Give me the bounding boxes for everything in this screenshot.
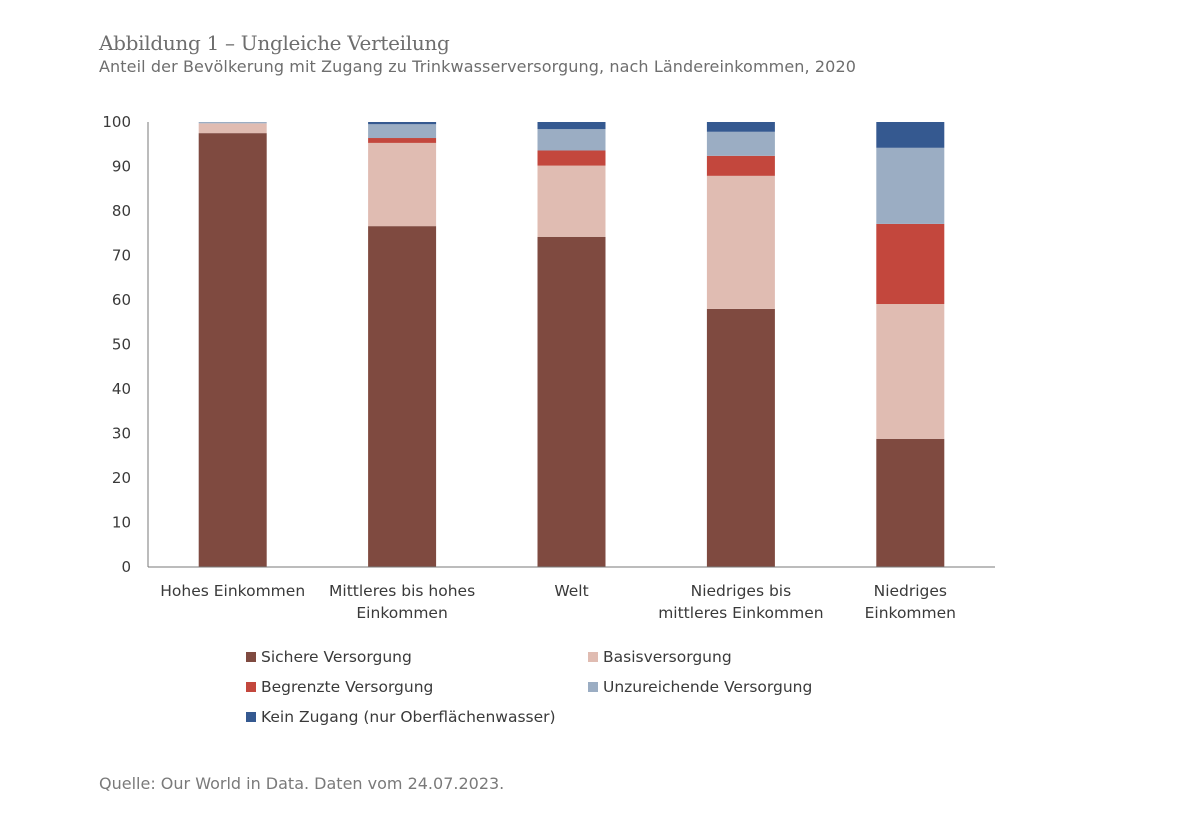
x-tick-label: Niedriges [874, 582, 947, 600]
bar-segment [537, 165, 606, 237]
bar-segment [368, 138, 437, 143]
bar-segment [706, 155, 775, 176]
legend-swatch [246, 682, 256, 692]
y-axis-ticks: 0 10 20 30 40 50 60 70 80 90 100 [102, 113, 131, 576]
bar-segment [537, 122, 606, 130]
legend-swatch [588, 682, 598, 692]
y-tick-label: 70 [112, 247, 131, 265]
x-tick-label: Einkommen [356, 604, 447, 622]
bar-segment [537, 236, 606, 567]
legend-item: Basisversorgung [588, 648, 732, 666]
bar-segment [706, 122, 775, 132]
y-tick-label: 20 [112, 469, 131, 487]
y-tick-label: 90 [112, 158, 131, 176]
x-tick-label: Welt [554, 582, 588, 600]
bar-segment [198, 122, 267, 124]
x-tick-label: Mittleres bis hohes [329, 582, 475, 600]
bars [198, 122, 945, 567]
bar-segment [368, 226, 437, 567]
y-tick-label: 60 [112, 291, 131, 309]
bar-segment [876, 438, 945, 567]
bar-segment [368, 122, 437, 125]
y-tick-label: 0 [121, 558, 131, 576]
y-tick-label: 50 [112, 336, 131, 354]
bar-segment [368, 142, 437, 227]
legend-swatch [246, 652, 256, 662]
y-tick-label: 40 [112, 380, 131, 398]
bar-segment [706, 308, 775, 567]
bar-segment [706, 175, 775, 309]
bar-segment [706, 131, 775, 156]
legend-swatch [246, 712, 256, 722]
legend-swatch [588, 652, 598, 662]
y-tick-label: 10 [112, 514, 131, 532]
stacked-bar-chart: 0 10 20 30 40 50 60 70 80 90 100 Hohes Einkommen Mi… [102, 113, 995, 622]
legend-item: Unzureichende Versorgung [588, 678, 812, 696]
bar-segment [876, 223, 945, 305]
bar-segment [876, 122, 945, 148]
chart-subtitle: Anteil der Bevölkerung mit Zugang zu Tri… [99, 57, 856, 76]
bar-segment [537, 129, 606, 151]
chart-title: Abbildung 1 – Ungleiche Verteilung [99, 31, 450, 55]
bar-segment [876, 304, 945, 439]
bar-segment [537, 150, 606, 166]
source-note: Quelle: Our World in Data. Daten vom 24.… [99, 774, 505, 793]
y-tick-label: 30 [112, 425, 131, 443]
y-tick-label: 100 [102, 113, 131, 131]
legend-item: Begrenzte Versorgung [246, 678, 433, 696]
bar-segment [198, 133, 267, 567]
x-tick-label: Niedriges bis [691, 582, 792, 600]
x-tick-label: mittleres Einkommen [658, 604, 823, 622]
y-tick-label: 80 [112, 202, 131, 220]
legend-label: Kein Zugang (nur Oberflächenwasser) [261, 708, 556, 726]
legend-label: Begrenzte Versorgung [261, 678, 434, 696]
x-tick-label: Einkommen [865, 604, 956, 622]
legend-item: Kein Zugang (nur Oberflächenwasser) [246, 708, 556, 726]
bar-segment [198, 123, 267, 134]
legend-label: Sichere Versorgung [261, 648, 412, 666]
legend-label: Basisversorgung [603, 648, 732, 666]
legend-label: Unzureichende Versorgung [603, 678, 813, 696]
bar-segment [876, 147, 945, 224]
x-axis-labels: Hohes Einkommen Mittleres bis hohes Einkom… [160, 582, 956, 622]
legend-item: Sichere Versorgung [246, 648, 412, 666]
x-tick-label: Hohes Einkommen [160, 582, 305, 600]
bar-segment [368, 124, 437, 139]
